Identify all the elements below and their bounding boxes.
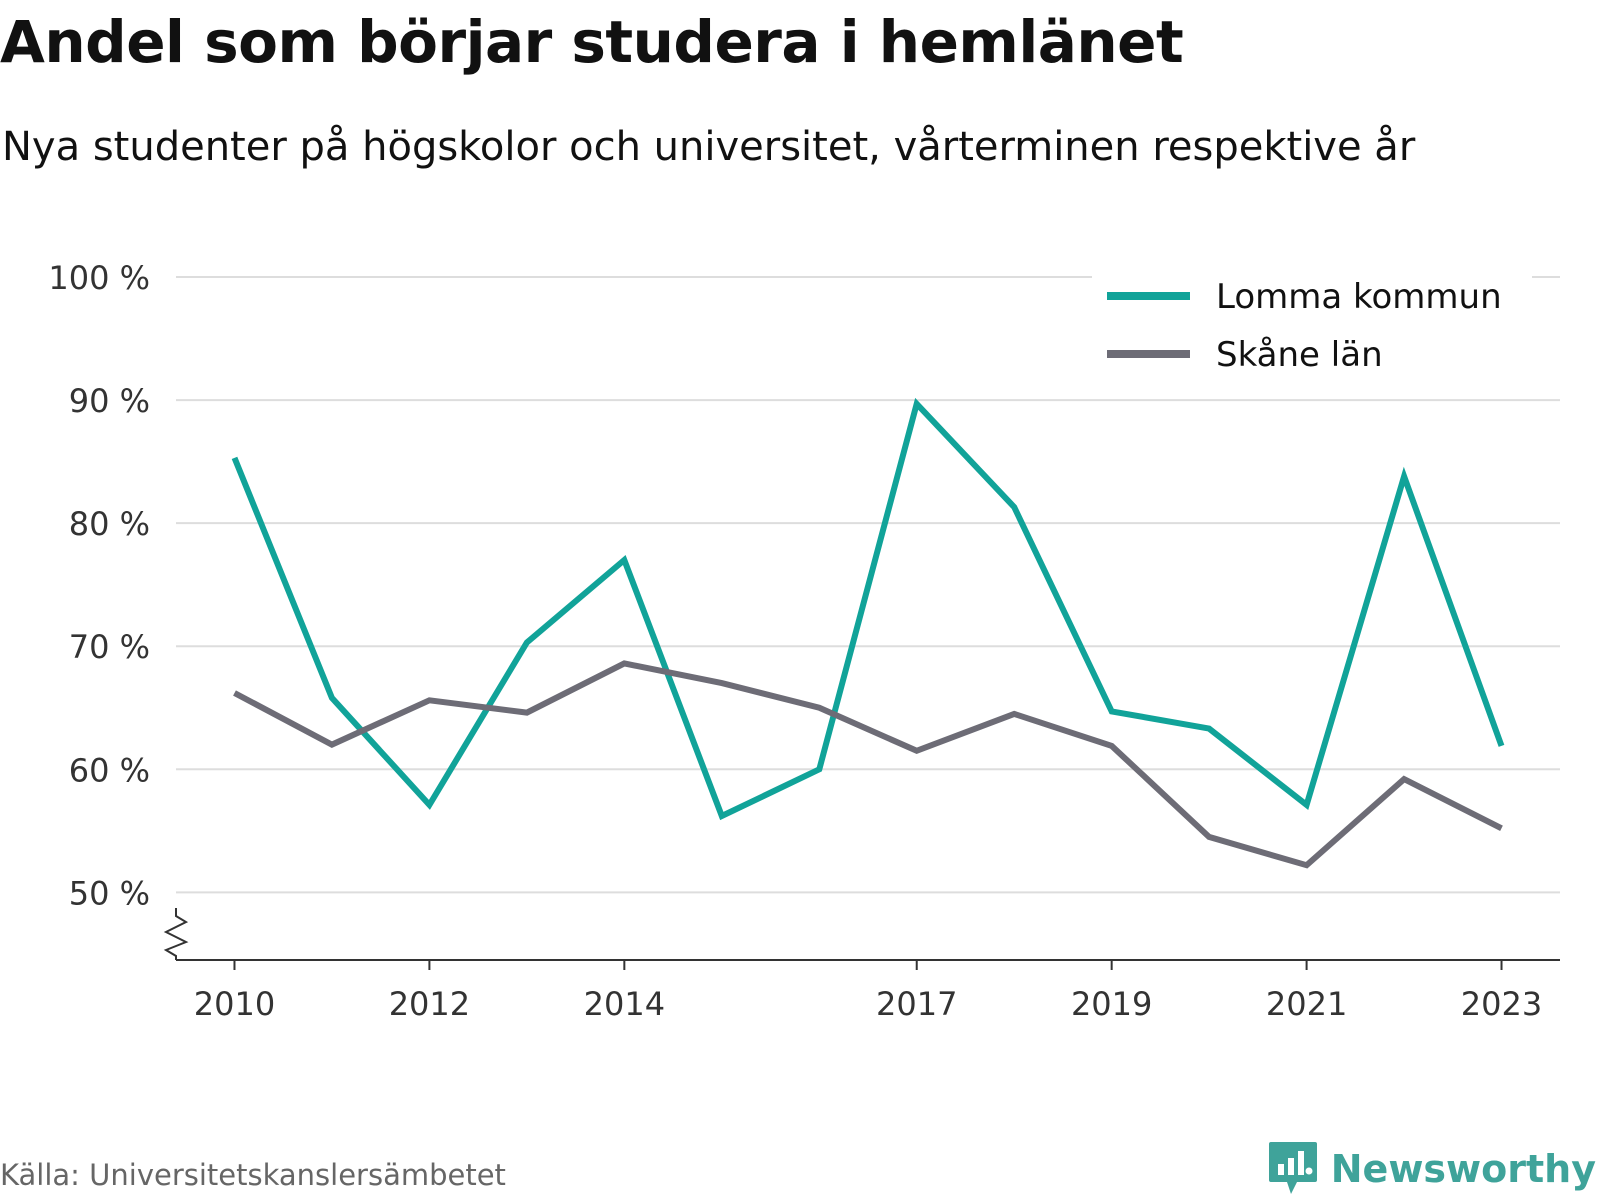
series-lines — [231, 397, 1505, 869]
y-axis-tick-labels: 50 % 60 % 70 % 80 % 90 % 100 % — [48, 259, 150, 912]
x-tick-label: 2010 — [194, 985, 275, 1023]
legend-label: Lomma kommun — [1216, 277, 1502, 317]
x-tick-label: 2023 — [1461, 985, 1542, 1023]
brand-logo: Newsworthy — [1267, 1140, 1596, 1198]
y-tick-label: 90 % — [69, 382, 150, 420]
chart-subtitle: Nya studenter på högskolor och universit… — [2, 124, 1416, 170]
legend-label: Skåne län — [1216, 335, 1383, 375]
newsworthy-logo-icon — [1268, 1142, 1317, 1194]
y-tick-label: 70 % — [69, 628, 150, 666]
series-line-lomma-kommun — [231, 397, 1505, 821]
y-tick-label: 100 % — [48, 259, 150, 297]
x-axis — [163, 908, 1560, 961]
brand-name: Newsworthy — [1330, 1147, 1596, 1191]
y-tick-label: 80 % — [69, 505, 150, 543]
line-chart: 50 %60 %70 %80 %90 %100 % 2010 2012 2014 20… — [48, 259, 1560, 1023]
series-line-skane-lan — [233, 660, 1503, 869]
chart-title: Andel som börjar studera i hemlänet — [0, 8, 1184, 76]
y-axis-break-icon — [163, 908, 189, 960]
x-axis-tick-labels: 2010 2012 2014 2017 2019 2021 2023 — [194, 960, 1542, 1023]
x-tick-label: 2021 — [1266, 985, 1347, 1023]
y-tick-label: 60 % — [69, 751, 150, 789]
y-tick-label: 50 % — [69, 874, 150, 912]
x-tick-label: 2012 — [389, 985, 470, 1023]
x-tick-label: 2019 — [1071, 985, 1152, 1023]
source-note: Källa: Universitetskanslersämbetet — [0, 1158, 506, 1192]
legend: Lomma kommun Skåne län — [1092, 275, 1532, 385]
x-tick-label: 2014 — [584, 985, 665, 1023]
x-tick-label: 2017 — [876, 985, 957, 1023]
